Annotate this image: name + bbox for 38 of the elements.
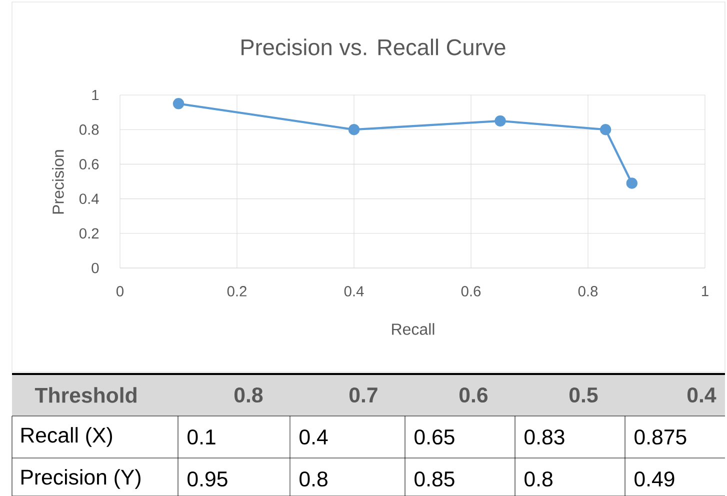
- text: 0.8: [524, 471, 552, 486]
- x-tick-label: 0.4: [344, 286, 364, 296]
- x-axis-title: Recall: [392, 323, 434, 335]
- text: 0.8: [234, 387, 263, 402]
- text: 0.1: [188, 429, 216, 444]
- point: [626, 178, 638, 189]
- text: 0.65: [414, 429, 454, 444]
- x-tick-label: 0.2: [227, 286, 246, 296]
- text: 0.4: [300, 429, 328, 444]
- y-tick-label: 0.8: [79, 124, 99, 135]
- point: [600, 124, 612, 136]
- text: 0.8: [300, 471, 328, 486]
- text: 0.85: [414, 471, 454, 486]
- text: 0.4: [687, 387, 716, 402]
- text: 0.49: [634, 471, 674, 486]
- x-tick-label: 0.8: [578, 286, 598, 296]
- x-tick-label: 0: [116, 286, 124, 296]
- x-tick-label: 1: [702, 286, 708, 296]
- y-axis-title: Precision: [52, 150, 64, 214]
- point: [494, 115, 506, 126]
- point: [348, 124, 360, 136]
- text: Precision (Y): [21, 468, 140, 489]
- text: 0.875: [634, 429, 686, 444]
- text: Recall (X): [21, 426, 112, 447]
- y-tick-label: 0.4: [79, 193, 99, 204]
- text: Threshold: [34, 387, 136, 403]
- text: 0.83: [524, 429, 564, 444]
- point: [172, 98, 184, 110]
- y-tick-label: 1: [92, 90, 99, 100]
- text: 0.5: [569, 387, 598, 402]
- text: 0.7: [349, 387, 378, 402]
- y-tick-label: 0.2: [79, 228, 99, 238]
- text: 0.6: [459, 387, 488, 402]
- chart-title: Precision vs. Recall Curve: [242, 38, 506, 56]
- text: 0.95: [188, 471, 228, 486]
- y-tick-label: 0: [92, 262, 99, 274]
- y-tick-label: 0.6: [79, 158, 99, 170]
- x-tick-label: 0.6: [461, 286, 481, 296]
